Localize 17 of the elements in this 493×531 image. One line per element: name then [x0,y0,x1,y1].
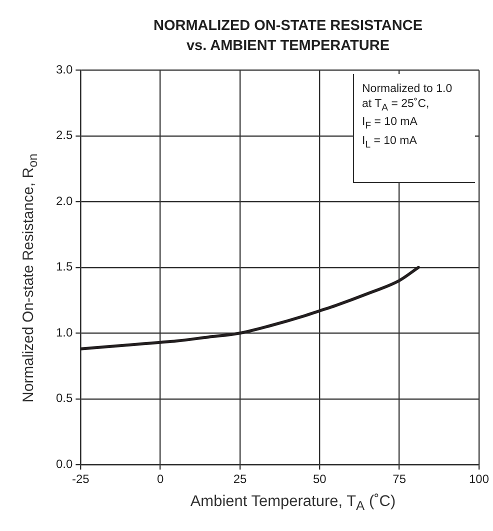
x-tick-label: 25 [233,472,248,486]
y-tick-label: 2.0 [56,194,73,208]
x-axis-title: Ambient Temperature, T$_{A}$ (˚C) [189,493,397,514]
x-tick-label: -25 [72,472,90,486]
line-series [80,266,420,350]
x-tick-label: 100 [468,472,490,486]
y-tick-label: 3.0 [56,62,73,77]
y-tick-label: 1.0 [56,325,73,340]
chart-title: NORMALIZED ON-STATE RESISTANCE vs. AMBIENT TEMPERATURE [152,17,424,56]
y-tick-label: 2.5 [56,128,73,142]
y-tick-label: 0.0 [56,456,73,471]
x-tick-label: 75 [392,472,406,486]
note-box: Normalized to 1.0 at T$_{A}$ = 25˚C, I$_{F}$ = 10 mA I$_{L}$ = 10 mA [353,74,475,183]
x-tick-label: 0 [157,472,164,486]
y-tick-label: 0.5 [56,391,73,406]
y-tick-label: 1.5 [56,260,73,274]
x-tick-label: 50 [312,472,327,486]
